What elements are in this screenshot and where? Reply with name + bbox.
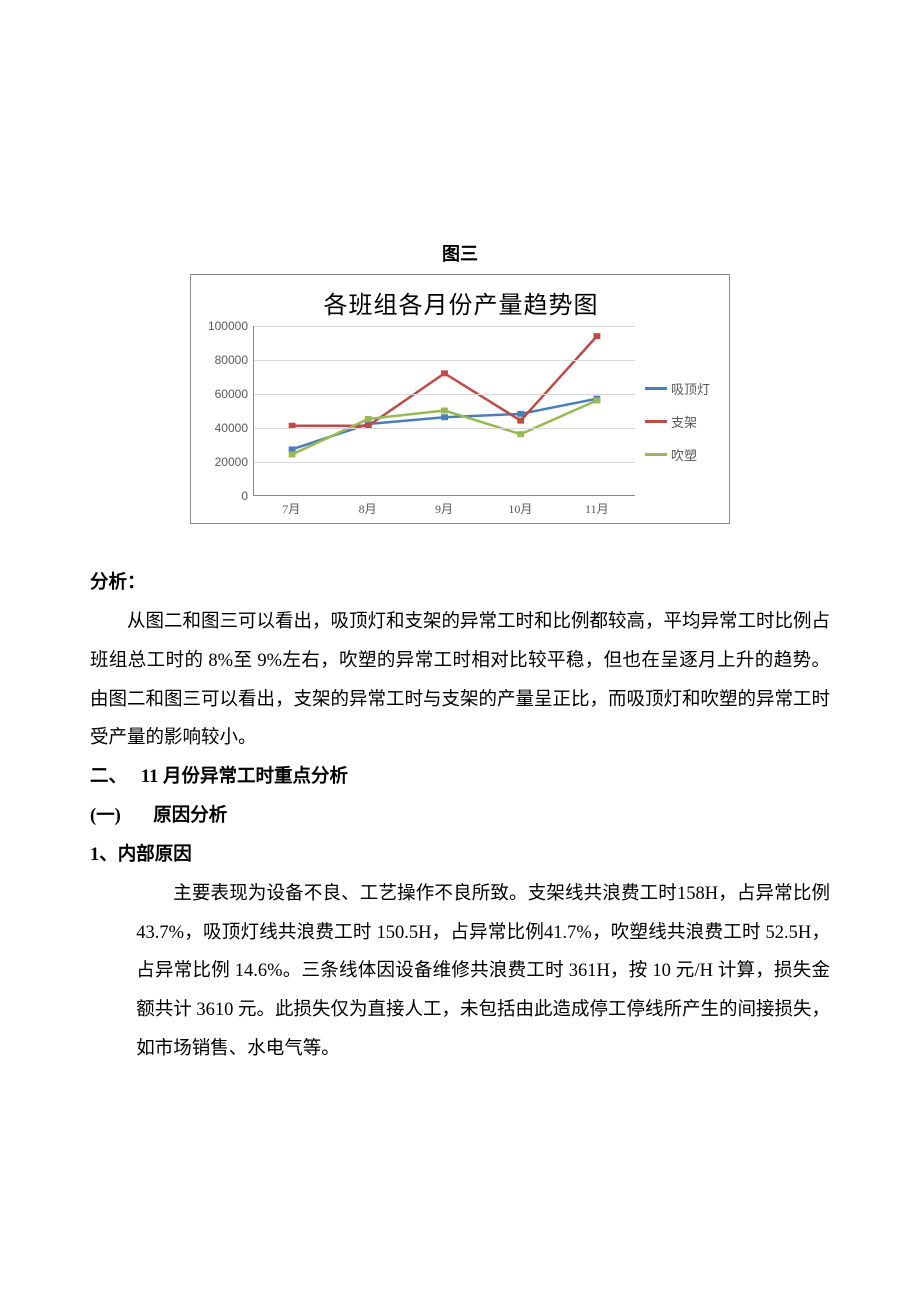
chart-series-marker: [365, 416, 372, 422]
chart-series-marker: [593, 397, 600, 403]
chart-series-marker: [517, 411, 524, 417]
chart-series-marker: [441, 408, 448, 414]
chart-y-tick-label: 100000: [208, 319, 254, 333]
chart-legend: 吸顶灯支架吹塑: [639, 326, 725, 517]
chart-series-marker: [517, 431, 524, 437]
chart-legend-item: 吸顶灯: [645, 379, 725, 398]
figure-caption: 图三: [90, 240, 830, 266]
analysis-paragraph: 从图二和图三可以看出，吸顶灯和支架的异常工时和比例都较高，平均异常工时比例占班组…: [90, 603, 830, 758]
chart-y-tick-label: 0: [241, 489, 254, 503]
chart-title: 各班组各月份产量趋势图: [197, 285, 725, 320]
chart-container: 各班组各月份产量趋势图 020000400006000080000100000 …: [190, 274, 730, 524]
section-2-heading: 二、 11 月份异常工时重点分析: [90, 758, 830, 797]
section-2-number: 二、: [90, 767, 127, 787]
subsection-1-title: 原因分析: [153, 806, 227, 826]
chart-legend-swatch: [645, 420, 667, 423]
subsection-1-heading: (一) 原因分析: [90, 797, 830, 836]
chart-series-marker: [441, 414, 448, 420]
chart-plot-area: 020000400006000080000100000: [253, 326, 635, 496]
chart-legend-item: 支架: [645, 412, 725, 431]
chart-legend-label: 吹塑: [671, 445, 697, 464]
chart-legend-label: 支架: [671, 412, 697, 431]
subsection-1-number: (一): [90, 806, 121, 826]
chart-series-marker: [289, 451, 296, 457]
chart-legend-swatch: [645, 453, 667, 456]
section-2-title: 11 月份异常工时重点分析: [141, 767, 348, 787]
chart-y-tick-label: 60000: [215, 387, 254, 401]
chart-series-marker: [593, 333, 600, 339]
chart-legend-item: 吹塑: [645, 445, 725, 464]
chart-x-tick-label: 11月: [559, 496, 635, 517]
chart-legend-swatch: [645, 387, 667, 390]
internal-reason-paragraph: 主要表现为设备不良、工艺操作不良所致。支架线共浪费工时158H，占异常比例 43…: [136, 875, 830, 1069]
chart-x-axis: 7月8月9月10月11月: [253, 496, 635, 517]
chart-y-tick-label: 20000: [215, 455, 254, 469]
chart-series-line: [292, 399, 597, 450]
chart-x-tick-label: 9月: [406, 496, 482, 517]
chart-y-tick-label: 80000: [215, 353, 254, 367]
item-1-heading: 1、内部原因: [90, 836, 830, 875]
chart-x-tick-label: 10月: [482, 496, 558, 517]
chart-y-tick-label: 40000: [215, 421, 254, 435]
chart-series-marker: [517, 418, 524, 424]
chart-legend-label: 吸顶灯: [671, 379, 710, 398]
chart-x-tick-label: 8月: [329, 496, 405, 517]
chart-series-marker: [441, 370, 448, 376]
analysis-heading: 分析：: [90, 564, 830, 603]
chart-lines-svg: [254, 326, 635, 495]
chart-x-tick-label: 7月: [253, 496, 329, 517]
document-body: 分析： 从图二和图三可以看出，吸顶灯和支架的异常工时和比例都较高，平均异常工时比…: [90, 564, 830, 1069]
